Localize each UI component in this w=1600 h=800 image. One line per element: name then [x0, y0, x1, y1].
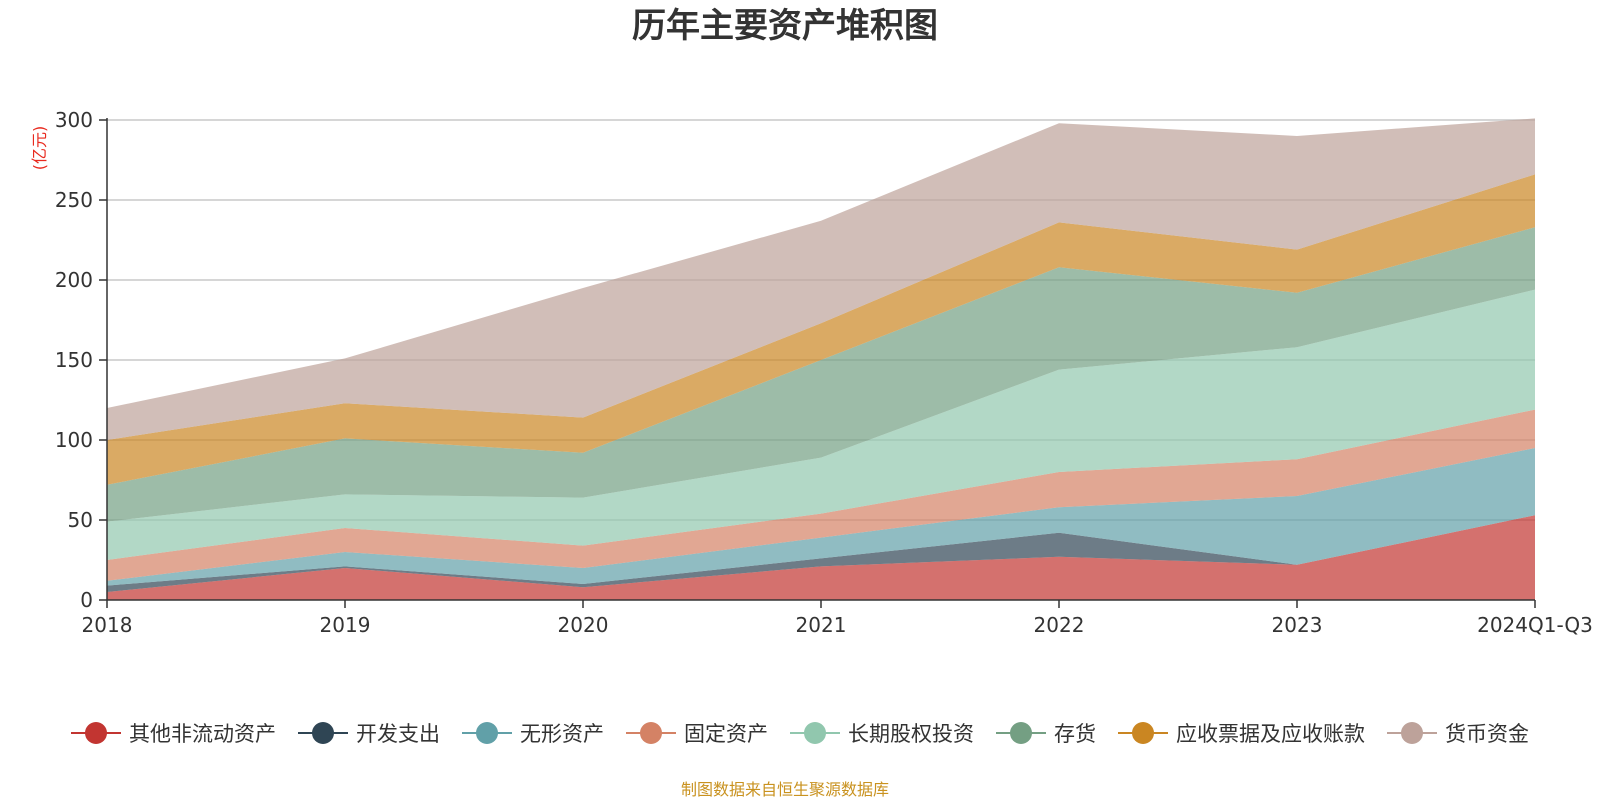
area-5 [107, 289, 1535, 560]
y-tick-label: 200 [55, 268, 93, 292]
legend-circle-icon [804, 722, 826, 744]
area-3 [107, 448, 1535, 586]
y-tick-label: 150 [55, 348, 93, 372]
legend-item[interactable]: 存货 [996, 722, 1096, 746]
legend-label: 无形资产 [520, 722, 604, 746]
legend: 其他非流动资产 开发支出 无形资产 固定资产 长期股权投资 存货 应收票据及应收账款 货币资金 [71, 722, 1529, 746]
y-tick-label: 300 [55, 108, 93, 132]
area-8 [107, 118, 1535, 441]
axes: 0 50 100 150 200 250 300 2018 2019 2020 2021 2022 20… [55, 108, 1593, 637]
area-1 [107, 515, 1535, 600]
legend-label: 货币资金 [1445, 722, 1529, 746]
legend-item[interactable]: 无形资产 [462, 722, 604, 746]
legend-item[interactable]: 应收票据及应收账款 [1118, 722, 1365, 746]
x-tick-label: 2024Q1-Q3 [1477, 613, 1593, 637]
y-axis-unit: (亿元) [30, 126, 49, 171]
legend-circle-icon [85, 722, 107, 744]
x-tick-label: 2023 [1272, 613, 1323, 637]
area-4 [107, 409, 1535, 581]
legend-label: 应收票据及应收账款 [1176, 722, 1365, 746]
y-tick-label: 0 [80, 588, 93, 612]
data-source-note: 制图数据来自恒生聚源数据库 [681, 780, 889, 799]
area-series [107, 118, 1535, 600]
y-tick-label: 50 [68, 508, 93, 532]
chart-title: 历年主要资产堆积图 [632, 6, 938, 46]
legend-circle-icon [476, 722, 498, 744]
legend-label: 长期股权投资 [848, 722, 974, 746]
legend-circle-icon [312, 722, 334, 744]
legend-label: 存货 [1054, 722, 1096, 746]
area-6 [107, 227, 1535, 522]
y-tick-label: 250 [55, 188, 93, 212]
legend-label: 其他非流动资产 [129, 722, 276, 746]
legend-label: 固定资产 [684, 722, 768, 746]
x-tick-label: 2019 [320, 613, 371, 637]
legend-item[interactable]: 货币资金 [1387, 722, 1529, 746]
x-tick-label: 2018 [82, 613, 133, 637]
x-tick-label: 2021 [796, 613, 847, 637]
x-tick-label: 2022 [1034, 613, 1085, 637]
legend-item[interactable]: 固定资产 [626, 722, 768, 746]
legend-item[interactable]: 长期股权投资 [790, 722, 974, 746]
legend-item[interactable]: 开发支出 [298, 722, 440, 746]
y-tick-label: 100 [55, 428, 93, 452]
x-tick-label: 2020 [558, 613, 609, 637]
legend-circle-icon [1401, 722, 1423, 744]
legend-item[interactable]: 其他非流动资产 [71, 722, 276, 746]
legend-circle-icon [1132, 722, 1154, 744]
area-7 [107, 174, 1535, 485]
legend-circle-icon [640, 722, 662, 744]
legend-label: 开发支出 [356, 722, 440, 746]
legend-circle-icon [1010, 722, 1032, 744]
